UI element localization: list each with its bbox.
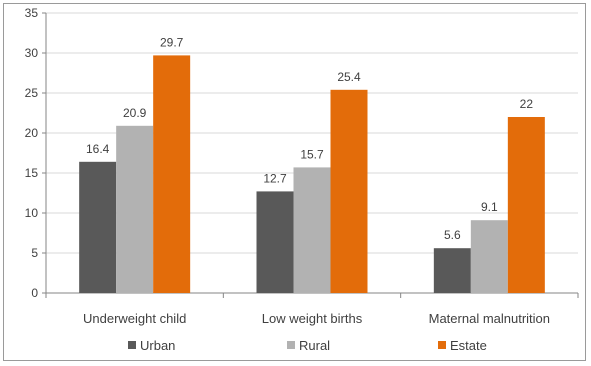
bar-rural xyxy=(470,220,508,293)
bar-estate xyxy=(153,55,191,294)
y-tick-label: 20 xyxy=(25,126,39,140)
legend-swatch-estate xyxy=(438,341,446,349)
y-tick-label: 15 xyxy=(25,166,39,180)
legend-label-urban: Urban xyxy=(140,338,175,353)
y-tick-label: 0 xyxy=(31,286,38,300)
bar-urban xyxy=(433,248,471,293)
bar-urban xyxy=(79,161,117,293)
bar-rural xyxy=(116,125,154,293)
data-label-urban: 5.6 xyxy=(444,228,461,242)
data-label-rural: 15.7 xyxy=(300,147,324,161)
x-category-label: Maternal malnutrition xyxy=(429,311,550,326)
legend-label-rural: Rural xyxy=(299,338,330,353)
bar-estate xyxy=(330,89,368,293)
data-label-rural: 20.9 xyxy=(123,106,147,120)
bar-urban xyxy=(256,191,294,293)
x-category-label: Underweight child xyxy=(83,311,186,326)
legend-label-estate: Estate xyxy=(450,338,487,353)
data-label-urban: 12.7 xyxy=(263,171,287,185)
x-category-label: Low weight births xyxy=(262,311,363,326)
data-label-rural: 9.1 xyxy=(481,200,498,214)
data-label-estate: 25.4 xyxy=(337,70,361,84)
bar-estate xyxy=(507,117,545,293)
legend-swatch-urban xyxy=(128,341,136,349)
y-tick-label: 35 xyxy=(25,6,39,20)
data-label-urban: 16.4 xyxy=(86,142,110,156)
data-label-estate: 22 xyxy=(520,97,534,111)
y-tick-label: 5 xyxy=(31,246,38,260)
legend-swatch-rural xyxy=(287,341,295,349)
bar-rural xyxy=(293,167,331,293)
y-tick-label: 25 xyxy=(25,86,39,100)
y-tick-label: 10 xyxy=(25,206,39,220)
y-tick-label: 30 xyxy=(25,46,39,60)
data-label-estate: 29.7 xyxy=(160,35,184,49)
